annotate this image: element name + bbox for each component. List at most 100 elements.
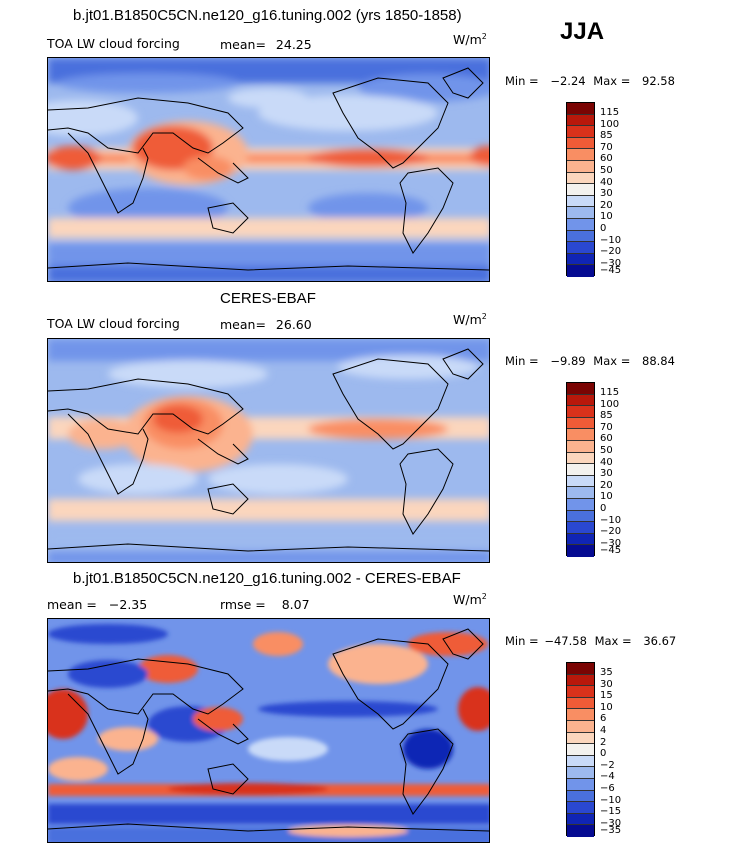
panel3-title: b.jt01.B1850C5CN.ne120_g16.tuning.002 - … <box>73 570 461 587</box>
panel1-tick: 40 <box>600 176 613 188</box>
panel1-swatch <box>567 114 594 127</box>
panel3-swatch <box>567 674 594 687</box>
panel3-tick: 6 <box>600 713 607 725</box>
panel1-swatch <box>567 172 594 185</box>
panel1-swatch <box>567 195 594 208</box>
panel3-swatch <box>567 697 594 710</box>
panel3-tick: 0 <box>600 748 607 760</box>
panel3-max-value: 36.67 <box>643 634 677 648</box>
panel3-tick: −15 <box>600 806 622 818</box>
panel3-rmse-label: rmse = <box>220 597 266 612</box>
panel3-mean: mean = −2.35 <box>47 597 147 612</box>
panel1-tick: 115 <box>600 107 620 118</box>
panel1-title: b.jt01.B1850C5CN.ne120_g16.tuning.002 (y… <box>73 7 462 24</box>
panel1-swatch <box>567 137 594 150</box>
panel1-tick: 85 <box>600 130 613 142</box>
panel1-tick: −45 <box>600 265 622 276</box>
panel2-mean-value: 26.60 <box>275 317 312 332</box>
panel1-swatch <box>567 230 594 243</box>
panel2-tick: −10 <box>600 514 622 526</box>
panel3-swatch <box>567 825 594 837</box>
panel3-tick: 10 <box>600 701 613 713</box>
panel1-tick: 100 <box>600 118 620 130</box>
panel3-swatch <box>567 790 594 803</box>
panel1-tick: 0 <box>600 223 607 234</box>
panel3-tick: −4 <box>600 771 615 783</box>
panel3-tick: 15 <box>600 690 613 702</box>
panel1-colorbar <box>566 102 595 277</box>
panel2-tick: 40 <box>600 456 613 468</box>
panel2-tick: 100 <box>600 398 620 410</box>
panel3-mean-value: −2.35 <box>108 597 148 612</box>
panel3-swatch <box>567 767 594 779</box>
panel2-title: CERES-EBAF <box>220 290 316 307</box>
panel3-tick: 4 <box>600 725 607 736</box>
panel3-max-label: Max = <box>594 634 632 648</box>
panel2-min-label: Min = <box>505 354 539 368</box>
panel2-tick: 20 <box>600 479 613 491</box>
panel3-min-value: −47.58 <box>544 634 587 648</box>
panel1-min-value: −2.24 <box>550 74 586 88</box>
panel3-minmax: Min = −47.58 Max = 36.67 <box>505 634 676 648</box>
panel3-tick: −10 <box>600 794 622 806</box>
season-label: JJA <box>560 18 605 45</box>
panel3-tick: 35 <box>600 667 613 678</box>
panel2-mean: mean= 26.60 <box>220 317 312 332</box>
panel3-colorbar <box>566 662 595 837</box>
panel1-tick: 20 <box>600 199 613 211</box>
panel2-tick: 50 <box>600 445 613 456</box>
panel1-map <box>47 57 490 282</box>
panel2-swatch <box>567 475 594 488</box>
panel3-swatch <box>567 778 594 791</box>
panel2-swatch <box>567 394 594 407</box>
panel3-tick: −30 <box>600 817 622 829</box>
panel1-max-label: Max = <box>593 74 631 88</box>
panel1-minmax: Min = −2.24 Max = 92.58 <box>505 74 675 88</box>
panel2-tick: 85 <box>600 410 613 422</box>
panel3-tick: −2 <box>600 759 615 771</box>
panel3-swatch <box>567 732 594 745</box>
panel1-swatch <box>567 184 594 196</box>
panel1-swatch <box>567 242 594 254</box>
panel2-swatch <box>567 464 594 476</box>
panel2-minmax: Min = −9.89 Max = 88.84 <box>505 354 675 368</box>
panel2-swatch <box>567 429 594 441</box>
panel3-swatch <box>567 686 594 698</box>
panel1-tick: 30 <box>600 188 613 200</box>
panel2-swatch <box>567 452 594 465</box>
panel2-tick: 0 <box>600 503 607 514</box>
panel1-tick: −30 <box>600 257 622 269</box>
panel3-swatch <box>567 755 594 768</box>
panel1-tick: −20 <box>600 246 622 258</box>
panel1-mean-label: mean= <box>220 37 266 52</box>
panel1-tick: 10 <box>600 211 613 223</box>
panel3-rmse: rmse = 8.07 <box>220 597 310 612</box>
panel2-swatch <box>567 545 594 557</box>
panel2-mean-label: mean= <box>220 317 266 332</box>
panel2-swatch <box>567 533 594 546</box>
panel1-mean-value: 24.25 <box>275 37 312 52</box>
panel2-swatch <box>567 417 594 430</box>
panel2-max-label: Max = <box>593 354 631 368</box>
panel1-mean: mean= 24.25 <box>220 37 312 52</box>
panel2-tick: −45 <box>600 545 622 556</box>
panel3-tick: 2 <box>600 736 607 748</box>
panel3-tick: −35 <box>600 825 622 836</box>
panel3-swatch <box>567 663 594 675</box>
panel1-swatch <box>567 160 594 173</box>
panel2-swatch <box>567 440 594 453</box>
panel1-field-label: TOA LW cloud forcing <box>47 36 180 51</box>
panel1-swatch <box>567 265 594 277</box>
panel2-tick: 115 <box>600 387 620 398</box>
panel3-swatch <box>567 744 594 756</box>
panel3-swatch <box>567 802 594 814</box>
panel3-mean-label: mean = <box>47 597 97 612</box>
panel3-swatch <box>567 709 594 721</box>
panel2-units: W/m2 <box>453 312 487 328</box>
panel2-swatch <box>567 510 594 523</box>
panel1-swatch <box>567 218 594 231</box>
panel3-min-label: Min = <box>505 634 539 648</box>
panel1-tick: −10 <box>600 234 622 246</box>
panel2-tick: 30 <box>600 468 613 480</box>
panel3-tick: 30 <box>600 678 613 690</box>
